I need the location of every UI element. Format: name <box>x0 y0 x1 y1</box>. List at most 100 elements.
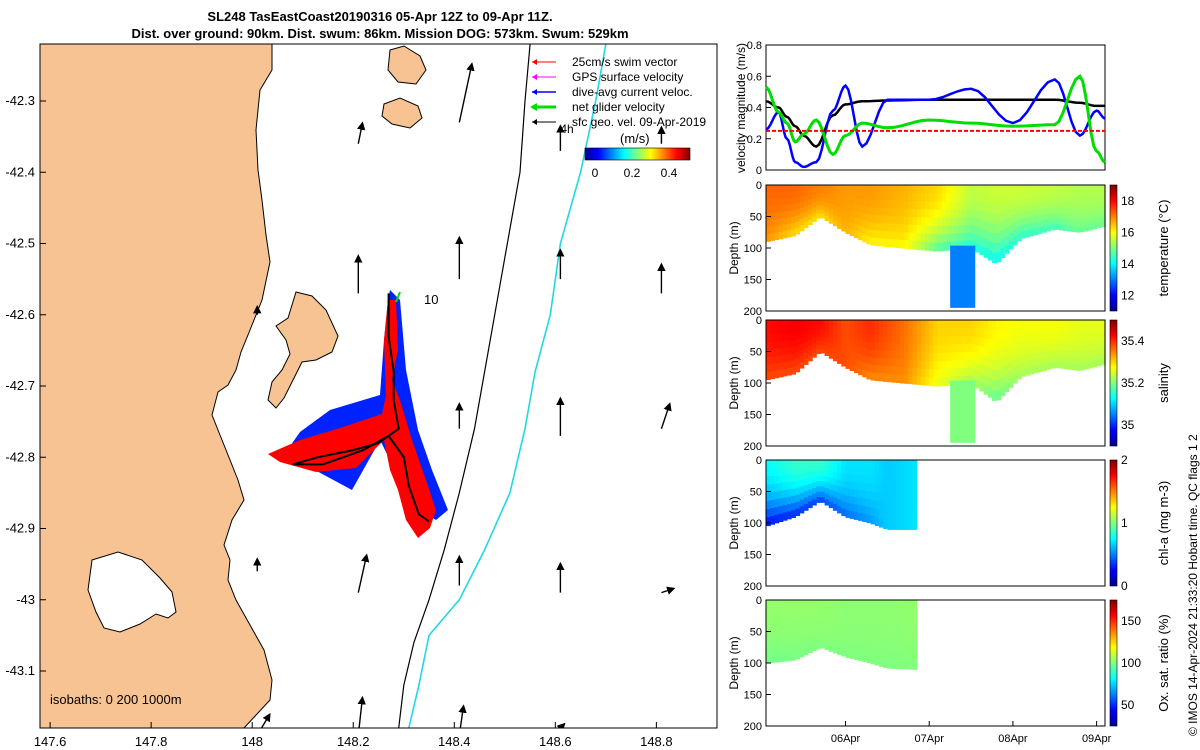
salinity-cell <box>1046 332 1052 339</box>
temperature-cell <box>962 232 968 242</box>
chla-cell <box>879 476 884 486</box>
oxygen-cell <box>853 614 859 623</box>
oxygen-cell <box>858 645 863 654</box>
chla-cell <box>786 482 792 490</box>
salinity-cell <box>966 327 972 337</box>
salinity-cell <box>920 376 926 386</box>
salinity-cell <box>933 353 939 362</box>
salinity-cell <box>958 336 964 345</box>
salinity-cell <box>1017 349 1022 358</box>
temperature-cell <box>1096 185 1102 191</box>
chla-cell <box>766 509 771 518</box>
salinity-cell <box>883 365 888 375</box>
salinity-cell <box>837 352 842 359</box>
salinity-cell <box>925 352 930 362</box>
oxygen-cell <box>824 631 830 638</box>
temperature-cell <box>1075 220 1081 227</box>
temperature-cell <box>887 200 893 209</box>
chla-cell <box>879 518 884 528</box>
salinity-cell <box>845 332 851 339</box>
salinity-cell <box>883 335 888 344</box>
oxygen-cell <box>824 643 830 651</box>
chla-cell <box>853 511 859 520</box>
temperature-cell <box>1084 196 1089 203</box>
oxygen-cell <box>849 629 855 637</box>
temperature-cell <box>1042 202 1047 210</box>
oxygen-cell <box>845 621 851 630</box>
oxygen-cell <box>891 659 897 669</box>
chla-cell <box>845 502 851 511</box>
temperature-cell <box>778 218 784 226</box>
salinity-cell <box>1079 332 1085 340</box>
oxygen-y-tick-label-3: 150 <box>744 690 762 702</box>
salinity-cell <box>1096 331 1102 338</box>
salinity-cell <box>820 320 826 325</box>
oxygen-cell <box>891 600 897 610</box>
geo-vector-20 <box>556 722 566 728</box>
oxygen-cell <box>853 651 859 660</box>
salinity-cell <box>987 320 993 331</box>
salinity-cell <box>920 320 926 329</box>
salinity-cell <box>941 336 947 346</box>
temperature-cell <box>1096 195 1102 202</box>
chla-cell <box>837 499 842 507</box>
salinity-cell <box>1063 362 1068 370</box>
salinity-cell <box>958 360 964 369</box>
oxygen-cell <box>778 653 784 662</box>
temperature-cell <box>933 193 939 202</box>
temperature-cell <box>782 217 788 226</box>
speed-colorbar <box>584 147 691 161</box>
chla-cell <box>883 468 888 478</box>
chla-cell <box>816 491 821 498</box>
temperature-cell <box>996 232 1001 244</box>
temperature-cell <box>941 226 947 235</box>
chla-cell <box>803 466 809 474</box>
temperature-cell <box>1063 196 1068 203</box>
oxygen-cell <box>795 651 801 660</box>
temperature-cell <box>908 232 914 242</box>
temperature-cell <box>1088 224 1094 231</box>
temperature-cell <box>1079 202 1085 209</box>
oxygen-cell <box>770 646 775 656</box>
oxygen-data-cells <box>766 600 918 670</box>
salinity-cell <box>1096 342 1102 350</box>
temperature-cell <box>941 193 947 202</box>
temperature-cell <box>1042 190 1047 198</box>
chla-cell <box>879 460 884 469</box>
salinity-cell <box>1012 351 1018 360</box>
chla-cell <box>883 494 888 504</box>
chla-cell <box>791 503 796 511</box>
temperature-cell <box>782 231 788 239</box>
oxygen-cell <box>908 634 914 644</box>
salinity-cell <box>824 324 830 330</box>
salinity-cell <box>996 330 1001 341</box>
salinity-cell <box>866 364 872 372</box>
salinity-cell <box>858 347 863 355</box>
temperature-cell <box>971 233 976 242</box>
salinity-cell <box>887 335 893 344</box>
salinity-cell <box>841 331 847 338</box>
chart-title-line1: SL248 TasEastCoast20190316 05-Apr 12Z to… <box>207 9 553 24</box>
temperature-cell <box>837 201 842 208</box>
salinity-cell <box>971 360 976 370</box>
salinity-cell <box>937 328 943 337</box>
temperature-cell <box>979 185 985 195</box>
chla-cell <box>778 483 784 492</box>
temperature-cell <box>799 225 805 232</box>
chla-cell <box>812 499 817 506</box>
chla-cell <box>845 510 851 518</box>
chla-cell <box>899 512 905 522</box>
temperature-cell <box>975 226 981 236</box>
oxygen-cell <box>770 654 775 663</box>
oxygen-cell <box>833 619 838 627</box>
temperature-cell <box>879 223 884 232</box>
temperature-cell <box>862 234 868 243</box>
salinity-cell <box>954 336 960 345</box>
salinity-cell <box>837 341 842 348</box>
chla-cell <box>908 460 914 470</box>
salinity-cell <box>987 329 993 340</box>
chla-cell <box>908 494 914 504</box>
temperature-cell <box>983 239 989 249</box>
oxygen-cell <box>841 628 847 636</box>
temperature-cell <box>799 196 805 203</box>
